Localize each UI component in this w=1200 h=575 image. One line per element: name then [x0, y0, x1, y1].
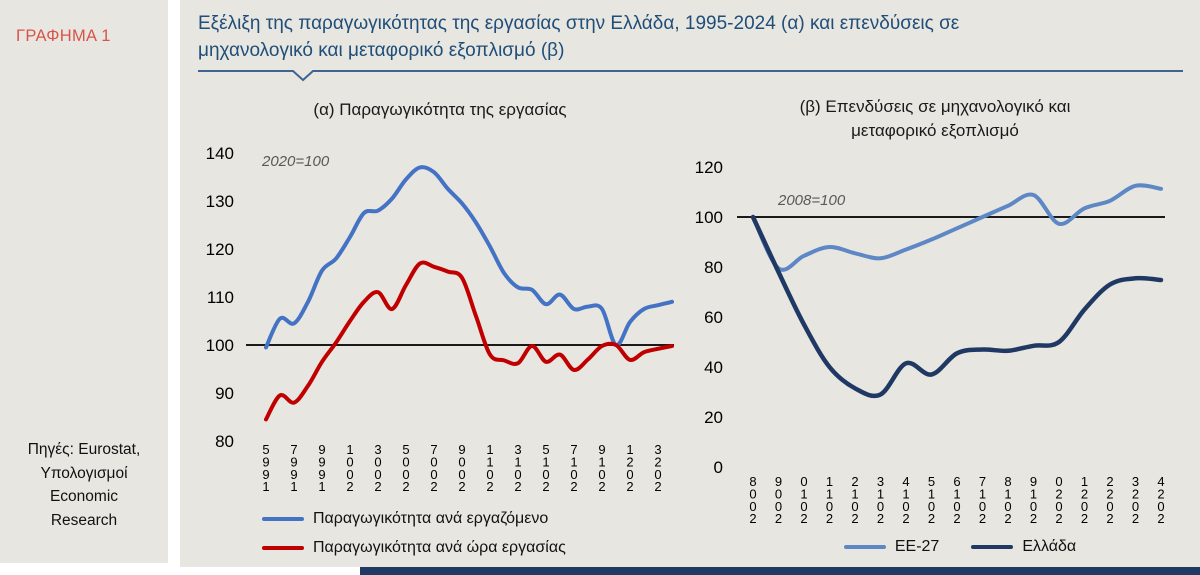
page-title: Εξέλιξη της παραγωγικότητας της εργασίας… [198, 13, 960, 61]
legend-item: ΕΕ-27 [843, 534, 940, 560]
chart-a-title-text: (α) Παραγωγικότητα της εργασίας [313, 100, 567, 119]
legend-item: Ελλάδα [971, 534, 1076, 560]
chart-b-title-text: (β) Επενδύσεις σε μηχανολογικό και μεταφ… [799, 97, 1071, 140]
legend-label: Παραγωγικότητα ανά ώρα εργασίας [313, 538, 566, 556]
legend-line-swatch [843, 545, 886, 549]
chart-a-title: (α) Παραγωγικότητα της εργασίας [200, 100, 680, 120]
bottom-accent-bar [360, 567, 1200, 575]
legend-label: Ελλάδα [1022, 538, 1077, 555]
legend-label: Παραγωγικότητα ανά εργαζόμενο [313, 509, 549, 527]
main-panel: Εξέλιξη της παραγωγικότητας της εργασίας… [180, 0, 1200, 575]
chart-a-legend: Παραγωγικότητα ανά εργαζόμενο Παραγωγικότ… [262, 504, 566, 562]
sidebar: ΓΡΑΦΗΜΑ 1 Πηγές: Eurostat, Υπολογισμοί E… [0, 0, 168, 563]
legend-label: ΕΕ-27 [894, 538, 940, 555]
legend-item: Παραγωγικότητα ανά εργαζόμενο [262, 504, 566, 533]
legend-line-swatch [262, 516, 304, 521]
chart-b-legend: ΕΕ-27 Ελλάδα [740, 534, 1180, 560]
source-note: Πηγές: Eurostat, Υπολογισμοί Economic Re… [27, 441, 141, 529]
chart-b-title: (β) Επενδύσεις σε μηχανολογικό και μεταφ… [700, 95, 1170, 143]
figure-label: ΓΡΑΦΗΜΑ 1 [16, 27, 111, 45]
legend-item: Παραγωγικότητα ανά ώρα εργασίας [262, 533, 566, 562]
legend-line-swatch [262, 545, 304, 550]
legend-line-swatch [971, 545, 1014, 549]
